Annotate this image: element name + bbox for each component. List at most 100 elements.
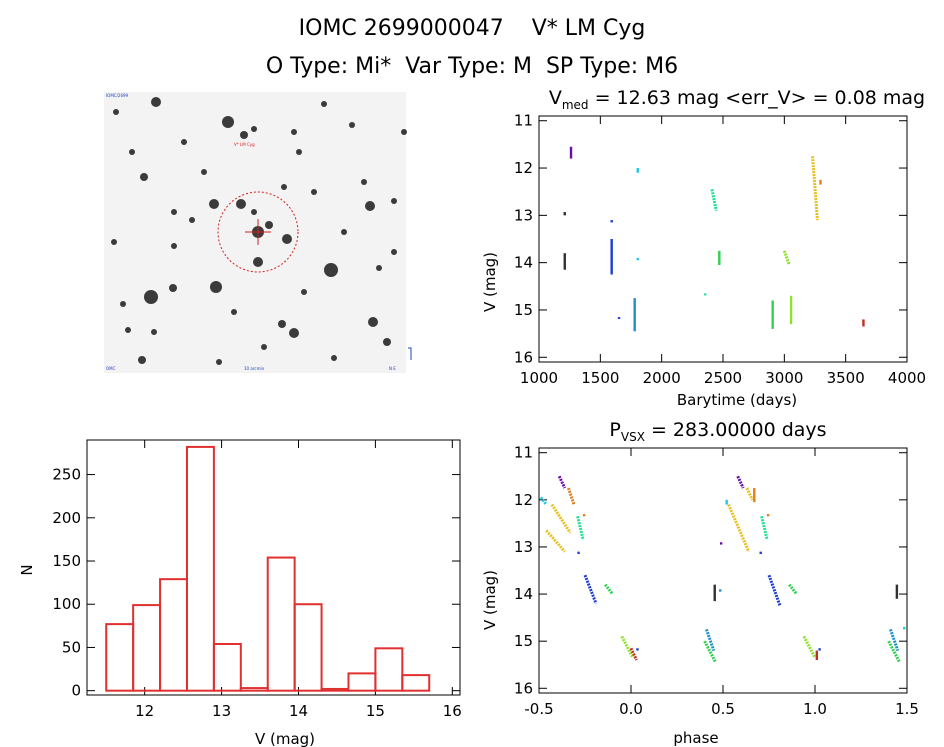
data-point-group bbox=[563, 253, 566, 270]
histogram-bar bbox=[293, 603, 323, 692]
data-point-group bbox=[604, 583, 614, 595]
star bbox=[189, 217, 195, 223]
data-point-group bbox=[563, 212, 566, 216]
x-tick-label: 1000 bbox=[520, 369, 558, 387]
star bbox=[391, 198, 397, 204]
data-point-group bbox=[818, 648, 821, 651]
finder-corner-label: IOMC/2699 bbox=[106, 93, 129, 98]
histogram-bar bbox=[320, 687, 350, 692]
x-axis-label: phase bbox=[673, 729, 718, 747]
x-tick-label: 0.0 bbox=[619, 700, 643, 718]
star bbox=[138, 356, 146, 364]
data-point-group bbox=[636, 168, 639, 173]
x-tick-label: 1.5 bbox=[895, 700, 919, 718]
finder-corner-label: OMC bbox=[106, 366, 116, 371]
data-point-group bbox=[788, 583, 798, 595]
x-tick-label: 0.5 bbox=[711, 700, 735, 718]
data-point-group bbox=[567, 487, 576, 506]
star bbox=[210, 281, 222, 293]
data-point-group bbox=[704, 293, 707, 296]
x-tick-label: 13 bbox=[212, 702, 231, 720]
star bbox=[171, 243, 177, 249]
x-tick-label: 4000 bbox=[888, 369, 926, 387]
star bbox=[171, 209, 177, 215]
y-tick-label: 50 bbox=[62, 638, 81, 656]
data-point-group bbox=[889, 628, 900, 652]
star bbox=[253, 257, 263, 267]
data-point-group bbox=[760, 515, 769, 541]
star bbox=[111, 239, 117, 245]
y-tick-label: 11 bbox=[514, 112, 533, 130]
star bbox=[181, 139, 187, 145]
phased-curve-chart: PVSX = 283.00000 days V (mag) phase -0.5… bbox=[481, 419, 919, 747]
x-tick-label: 2500 bbox=[704, 369, 742, 387]
compass-icon bbox=[408, 347, 412, 360]
data-point-group bbox=[725, 499, 728, 505]
star bbox=[120, 301, 126, 307]
histogram-bar bbox=[239, 687, 269, 692]
star bbox=[296, 149, 302, 155]
y-tick-label: 11 bbox=[514, 444, 533, 462]
y-tick-label: 200 bbox=[52, 509, 81, 527]
data-point-group bbox=[557, 475, 567, 489]
star bbox=[222, 116, 234, 128]
star bbox=[236, 199, 246, 209]
finder-target-label: V* LM Cyg bbox=[234, 142, 255, 147]
star bbox=[231, 309, 237, 315]
data-point-group bbox=[862, 319, 865, 327]
data-point-group bbox=[815, 650, 819, 661]
data-point-group bbox=[767, 574, 782, 607]
y-tick-label: 14 bbox=[514, 585, 533, 603]
star bbox=[251, 126, 257, 132]
star bbox=[349, 122, 355, 128]
data-point-group bbox=[629, 647, 638, 661]
finder-orientation-label: N E bbox=[389, 366, 396, 371]
chart-subtitle: O Type: Mi* Var Type: M SP Type: M6 bbox=[265, 54, 679, 79]
star bbox=[391, 249, 397, 255]
data-point-group bbox=[887, 640, 901, 664]
histogram-bar bbox=[401, 674, 431, 692]
star-field bbox=[111, 97, 407, 365]
star bbox=[151, 329, 157, 335]
finder-scale-label: 10 arcmin bbox=[244, 366, 265, 371]
phased-curve-plot: -0.5 0.0 0.5 1.0 1.5 11 12 13 14 15 16 bbox=[514, 444, 919, 718]
star bbox=[201, 169, 207, 175]
star bbox=[311, 189, 317, 195]
data-point-group bbox=[636, 648, 639, 651]
data-point-group bbox=[719, 542, 723, 545]
light-curve-plot: 1000 1500 2000 2500 3000 3500 4000 11 12 13 14 15 16 bbox=[514, 112, 926, 387]
y-tick-label: 15 bbox=[514, 301, 533, 319]
star bbox=[282, 234, 292, 244]
star bbox=[401, 129, 407, 135]
star bbox=[289, 328, 299, 338]
histogram-bar bbox=[266, 556, 296, 692]
histogram-bar bbox=[347, 672, 377, 692]
data-point-group bbox=[753, 488, 756, 503]
star bbox=[140, 173, 148, 181]
star bbox=[383, 338, 391, 346]
y-axis-label: N bbox=[18, 564, 36, 575]
star bbox=[129, 149, 135, 155]
histogram-bar bbox=[185, 445, 215, 692]
chart-title: IOMC 2699000047 V* LM Cyg bbox=[298, 16, 646, 41]
y-tick-label: 16 bbox=[514, 679, 533, 697]
data-point-group bbox=[819, 179, 822, 185]
y-axis-label: V (mag) bbox=[481, 252, 499, 312]
x-axis-label: Barytime (days) bbox=[677, 391, 797, 409]
plot-frame bbox=[86, 439, 461, 696]
data-point-group bbox=[719, 589, 722, 592]
star bbox=[278, 320, 286, 328]
data-point-group bbox=[766, 513, 770, 517]
data-point-group bbox=[713, 584, 716, 602]
data-point-group bbox=[789, 295, 793, 325]
data-point-group bbox=[903, 627, 906, 630]
data-point-group bbox=[705, 628, 716, 652]
star bbox=[376, 265, 382, 271]
histogram-bar bbox=[105, 623, 135, 692]
phased-curve-title: PVSX = 283.00000 days bbox=[609, 419, 826, 444]
data-point-group bbox=[782, 250, 791, 266]
histogram-chart: N V (mag) 12 13 14 15 16 0 50 100 150 200 250 bbox=[18, 439, 462, 747]
y-tick-label: 12 bbox=[514, 159, 533, 177]
y-tick-label: 13 bbox=[514, 206, 533, 224]
x-tick-label: 1.0 bbox=[803, 700, 827, 718]
